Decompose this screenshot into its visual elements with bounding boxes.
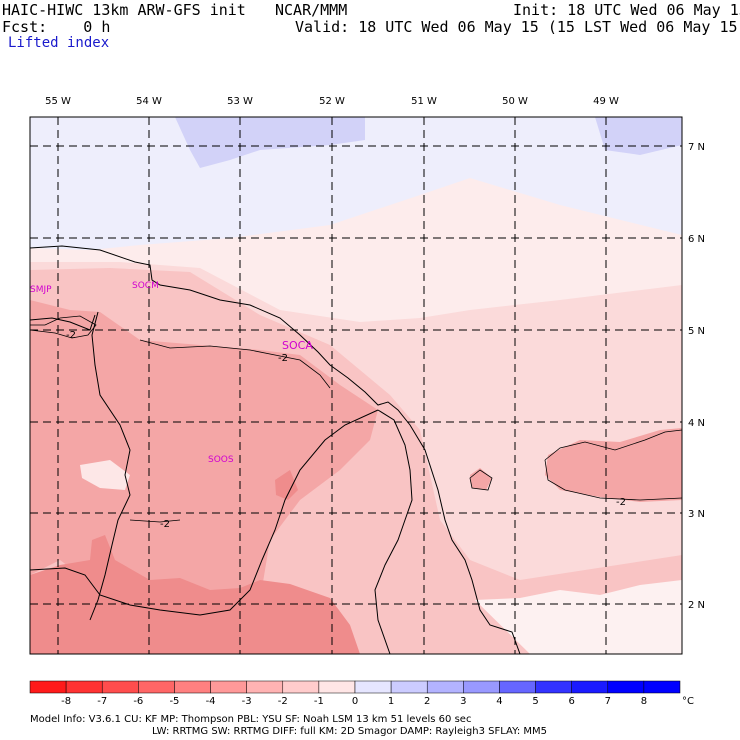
colorbar: -8 -7 -6 -5 -4 -3 -2 -1 0 1 2 3 4 5 6 7 8 °C bbox=[29, 680, 694, 707]
colorbar-tick-label: 1 bbox=[388, 696, 394, 707]
init-time: Init: 18 UTC Wed 06 May 15 bbox=[513, 1, 740, 19]
colorbar-tick-label: 2 bbox=[424, 696, 430, 707]
colorbar-tick-label: -6 bbox=[133, 696, 143, 707]
valid-time: Valid: 18 UTC Wed 06 May 15 (15 LST Wed … bbox=[295, 18, 740, 36]
lon-label-55w: 55 W bbox=[45, 96, 71, 107]
lon-label-54w: 54 W bbox=[136, 96, 162, 107]
lat-label-3n: 3 N bbox=[688, 509, 705, 520]
colorbar-tick-label: -5 bbox=[169, 696, 179, 707]
colorbar-swatch bbox=[571, 680, 609, 694]
colorbar-tick-label: 4 bbox=[496, 696, 502, 707]
colorbar-swatch bbox=[354, 680, 392, 694]
field-neg3-to-neg2-lobe bbox=[545, 428, 682, 502]
field-neg4-to-neg3 bbox=[30, 535, 360, 654]
colorbar-swatch bbox=[390, 680, 428, 694]
colorbar-swatch bbox=[463, 680, 500, 694]
contour-value-label: -2 bbox=[616, 497, 626, 508]
contour-value-label: -2 bbox=[66, 330, 76, 341]
contour-neg2-2 bbox=[139, 339, 331, 389]
org-label: NCAR/MMM bbox=[275, 1, 348, 19]
field-1-to-2-south bbox=[475, 580, 682, 654]
model-info-line: Model Info: V3.6.1 CU: KF MP: Thompson P… bbox=[30, 714, 471, 725]
shaded-field bbox=[30, 117, 682, 654]
lat-label-5n: 5 N bbox=[688, 326, 705, 337]
contour-neg2-1 bbox=[30, 315, 97, 339]
colorbar-swatch bbox=[101, 680, 139, 694]
station-label-socm: SOCM bbox=[132, 281, 159, 291]
contour-neg2-4 bbox=[544, 429, 682, 501]
colorbar-tick-label: -2 bbox=[278, 696, 288, 707]
colorbar-swatch bbox=[318, 680, 356, 694]
graticule bbox=[30, 117, 682, 654]
colorbar-tick-label: 8 bbox=[641, 696, 647, 707]
colorbar-tick-label: -3 bbox=[242, 696, 252, 707]
contours bbox=[30, 315, 682, 523]
colorbar-swatch bbox=[643, 680, 681, 694]
colorbar-swatch bbox=[138, 680, 175, 694]
forecast-hour: Fcst: 0 h bbox=[2, 18, 111, 36]
colorbar-swatch bbox=[426, 680, 464, 694]
colorbar-tick-label: -4 bbox=[206, 696, 216, 707]
colorbar-swatch bbox=[174, 680, 211, 694]
field-neg3-to-neg2 bbox=[30, 300, 378, 620]
colorbar-swatch bbox=[282, 680, 320, 694]
colorbar-tick-label: -1 bbox=[314, 696, 324, 707]
colorbar-tick-label: 0 bbox=[352, 696, 358, 707]
colorbar-tick-label: -8 bbox=[61, 696, 71, 707]
colorbar-swatch bbox=[29, 680, 67, 694]
station-label-soos: SOOS bbox=[208, 455, 234, 465]
model-title: HAIC-HIWC 13km ARW-GFS init bbox=[2, 1, 246, 19]
colorbar-tick-label: 3 bbox=[460, 696, 466, 707]
contour-neg2-5 bbox=[469, 469, 493, 491]
station-label-soca: SOCA bbox=[282, 339, 313, 352]
colorbar-swatch bbox=[65, 680, 103, 694]
colorbar-swatch bbox=[535, 680, 572, 694]
lon-label-50w: 50 W bbox=[502, 96, 528, 107]
coastline-path bbox=[30, 245, 521, 654]
lat-label-7n: 7 N bbox=[688, 142, 705, 153]
contour-neg2-3 bbox=[129, 519, 181, 523]
plot-frame bbox=[29, 116, 683, 655]
field-name: Lifted index bbox=[8, 35, 110, 51]
lat-label-2n: 2 N bbox=[688, 600, 705, 611]
station-label-smjp: SMJP bbox=[30, 285, 52, 295]
colorbar-swatch bbox=[607, 680, 645, 694]
colorbar-tick-label: 6 bbox=[568, 696, 574, 707]
lon-label-49w: 49 W bbox=[593, 96, 619, 107]
colorbar-unit: °C bbox=[682, 696, 694, 707]
field-neg3-patch bbox=[275, 470, 298, 500]
lon-label-51w: 51 W bbox=[411, 96, 437, 107]
lon-label-52w: 52 W bbox=[319, 96, 345, 107]
lon-label-53w: 53 W bbox=[227, 96, 253, 107]
physics-info-line: LW: RRTMG SW: RRTMG DIFF: full KM: 2D Sm… bbox=[152, 726, 547, 737]
colorbar-swatch bbox=[499, 680, 536, 694]
border-french-guiana bbox=[374, 409, 413, 654]
colorbar-tick-label: -7 bbox=[97, 696, 107, 707]
lat-label-6n: 6 N bbox=[688, 234, 705, 245]
contour-value-label: -2 bbox=[278, 353, 288, 364]
colorbar-swatch bbox=[246, 680, 284, 694]
lat-label-4n: 4 N bbox=[688, 418, 705, 429]
contour-value-label: -2 bbox=[160, 519, 170, 530]
border-guyana-river bbox=[89, 311, 131, 621]
colorbar-tick-label: 5 bbox=[532, 696, 538, 707]
field-pale-patch bbox=[80, 460, 130, 490]
field-1-to-2-north bbox=[175, 117, 365, 168]
colorbar-tick-label: 7 bbox=[605, 696, 611, 707]
border-guyana-west bbox=[30, 314, 96, 331]
colorbar-swatch bbox=[210, 680, 247, 694]
